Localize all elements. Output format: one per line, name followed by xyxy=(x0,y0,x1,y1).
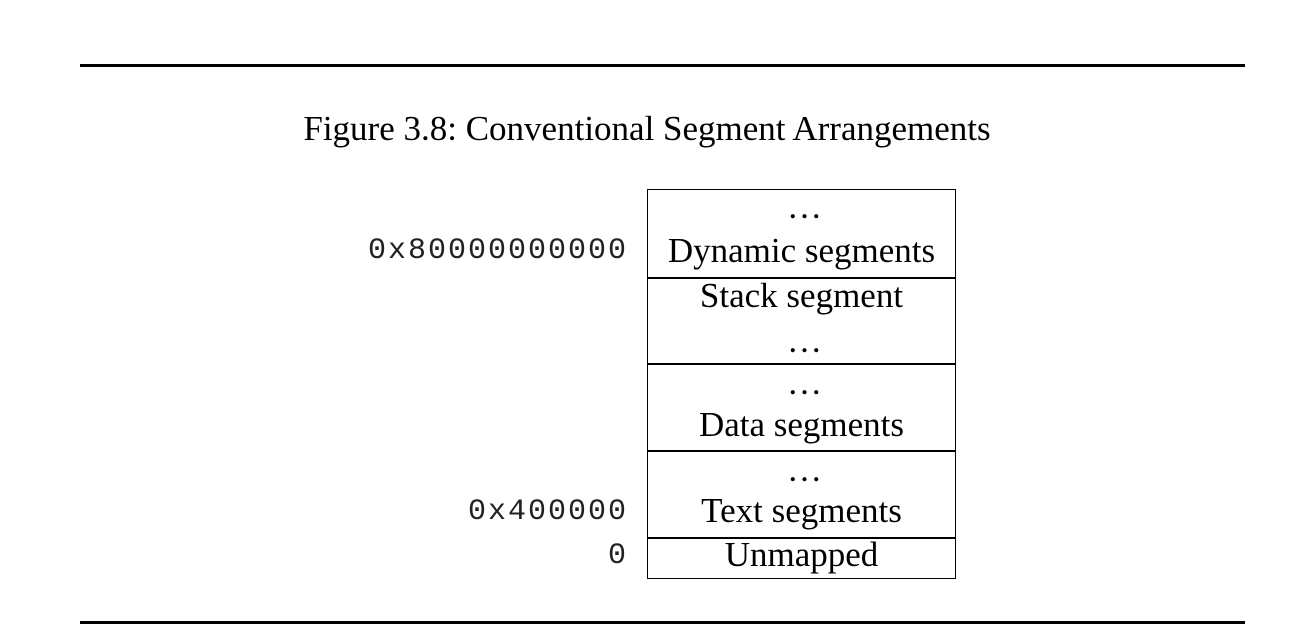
divider-dynamic-stack xyxy=(648,277,955,279)
divider-data-text xyxy=(648,450,955,452)
text-segments-ellipsis: … xyxy=(787,450,828,489)
figure-caption: Figure 3.8: Conventional Segment Arrange… xyxy=(303,109,991,148)
divider-text-unmapped xyxy=(648,537,955,539)
data-segments-label: Data segments xyxy=(698,405,905,444)
unmapped-label: Unmapped xyxy=(724,535,879,574)
address-dynamic-segments: 0x80000000000 xyxy=(367,234,628,268)
divider-stack-data xyxy=(648,363,955,365)
dynamic-segments-ellipsis: … xyxy=(787,187,828,226)
stack-segment-ellipsis: … xyxy=(787,321,828,360)
address-text-segments: 0x400000 xyxy=(467,495,628,529)
data-segments-ellipsis: … xyxy=(787,363,828,402)
text-segments-label: Text segments xyxy=(701,491,902,530)
segment-stack-box: … Dynamic segments Stack segment … … Dat… xyxy=(647,187,956,579)
top-rule xyxy=(80,64,1245,67)
address-zero: 0 xyxy=(607,539,628,573)
bottom-rule xyxy=(80,621,1245,624)
stack-segment-label: Stack segment xyxy=(699,276,904,315)
dynamic-segments-label: Dynamic segments xyxy=(667,231,936,270)
